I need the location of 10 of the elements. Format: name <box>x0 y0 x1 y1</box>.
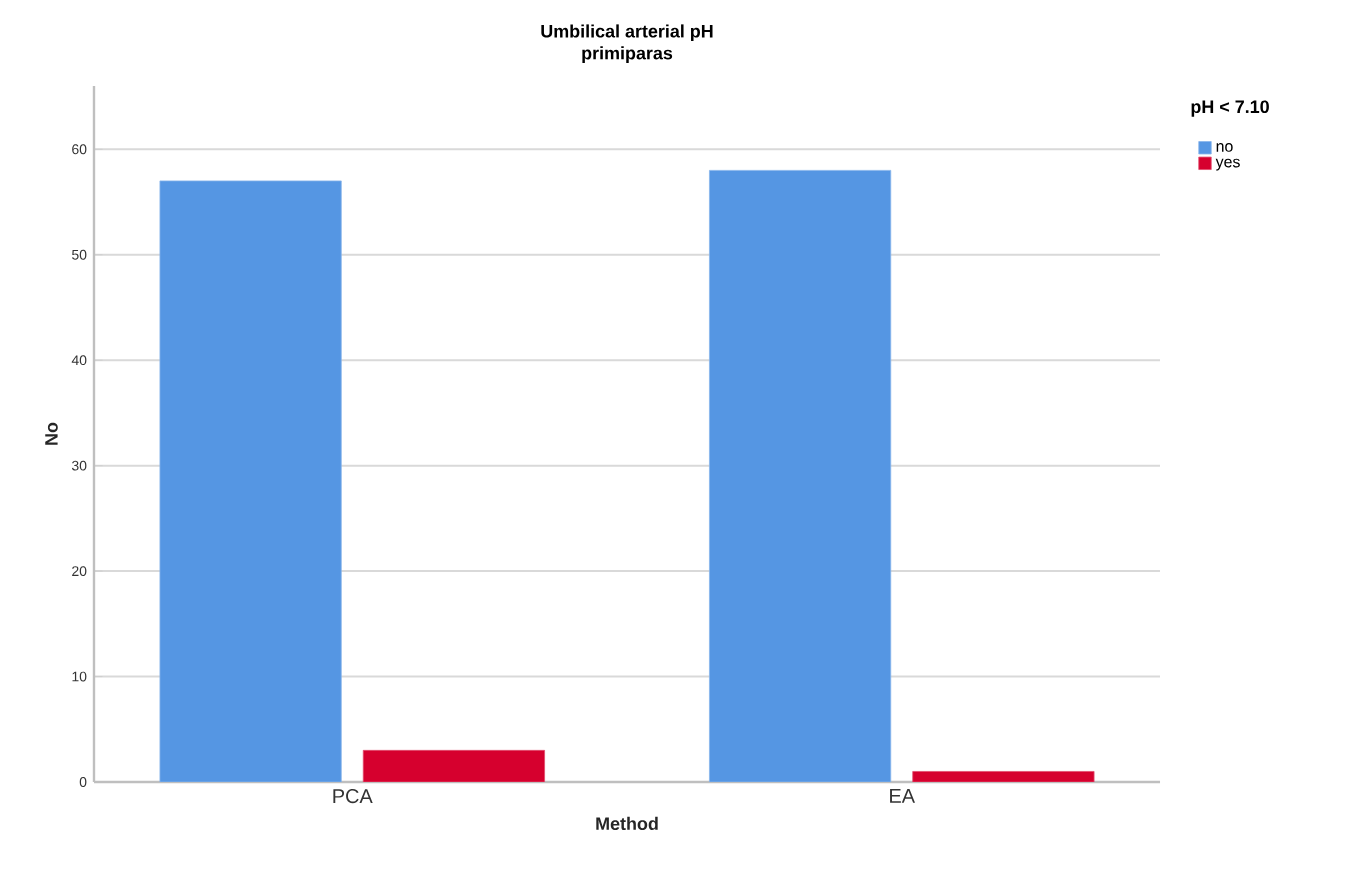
x-tick-label: PCA <box>333 789 373 804</box>
bar <box>709 169 892 782</box>
legend-title: pH < 7.10 <box>1191 100 1269 117</box>
bar <box>362 749 545 782</box>
bar <box>159 180 342 782</box>
x-axis-title: Method <box>596 816 658 831</box>
y-axis-title: No <box>45 422 58 445</box>
chart-subtitle: primiparas <box>582 46 673 64</box>
chart-title: Umbilical arterial pH <box>541 24 713 42</box>
x-tick-label: EA <box>890 789 915 803</box>
